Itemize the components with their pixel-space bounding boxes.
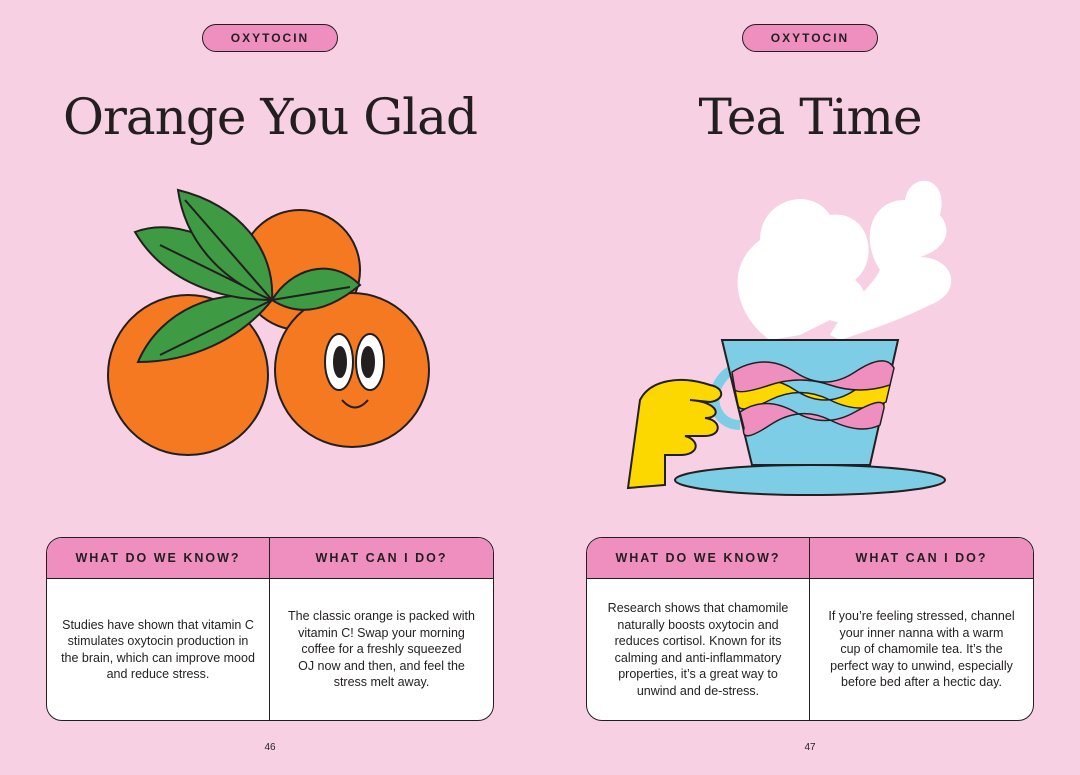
text-line: vitamin C! Swap your morning: [298, 625, 465, 640]
header-what-do-we-know: WHAT DO WE KNOW?: [47, 538, 270, 579]
page-number: 46: [264, 742, 276, 753]
text-line: If you’re feeling stressed, channel: [828, 609, 1015, 624]
text-line: properties, it’s a great way to: [618, 667, 778, 681]
text-line: reduces cortisol. Known for its: [614, 634, 782, 648]
page-number: 47: [804, 742, 816, 753]
text-line: coffee for a freshly squeezed: [301, 642, 462, 657]
know-text: Research shows that chamomile naturally …: [587, 579, 810, 720]
text-line: unwind and de-stress.: [636, 683, 760, 698]
text-line: The classic orange is packed with: [288, 609, 475, 624]
do-text: If you’re feeling stressed, channel your…: [810, 579, 1033, 720]
info-table: WHAT DO WE KNOW? WHAT CAN I DO? Research…: [586, 537, 1034, 721]
category-tag: OXYTOCIN: [742, 24, 878, 52]
know-text: Studies have shown that vitamin C stimul…: [47, 579, 270, 720]
text-line: perfect way to unwind, especially: [830, 658, 1013, 673]
page-title: Orange You Glad: [62, 88, 478, 146]
page-title: Tea Time: [698, 88, 922, 146]
text-line: stress melt away.: [333, 675, 430, 690]
header-what-do-we-know: WHAT DO WE KNOW?: [587, 538, 810, 579]
header-what-can-i-do: WHAT CAN I DO?: [270, 538, 493, 579]
oranges-illustration: [107, 188, 430, 456]
text-line: stimulates oxytocin production in: [67, 634, 249, 648]
category-tag: OXYTOCIN: [202, 24, 338, 52]
text-line: the brain, which can improve mood: [61, 650, 255, 665]
text-line: cup of chamomile tea. It’s the: [840, 642, 1003, 657]
page-left: OXYTOCIN Orange You Glad WHAT DO WE KNOW…: [46, 24, 494, 753]
text-line: before bed after a hectic day.: [841, 675, 1002, 690]
text-line: OJ now and then, and feel the: [298, 658, 465, 673]
page-right: OXYTOCIN Tea Time WHAT DO WE KNOW? WHAT …: [540, 0, 1080, 775]
do-text: The classic orange is packed with vitami…: [270, 579, 493, 720]
text-line: Studies have shown that vitamin C: [62, 617, 254, 632]
text-line: Research shows that chamomile: [607, 601, 789, 615]
info-table: WHAT DO WE KNOW? WHAT CAN I DO? Studies …: [46, 537, 494, 721]
text-line: calming and anti-inflammatory: [614, 650, 782, 665]
text-line: your inner nanna with a warm: [839, 625, 1004, 640]
text-line: and reduce stress.: [106, 667, 210, 681]
teacup-illustration: [626, 180, 952, 496]
text-line: naturally boosts oxytocin and: [617, 617, 779, 632]
header-what-can-i-do: WHAT CAN I DO?: [810, 538, 1033, 579]
